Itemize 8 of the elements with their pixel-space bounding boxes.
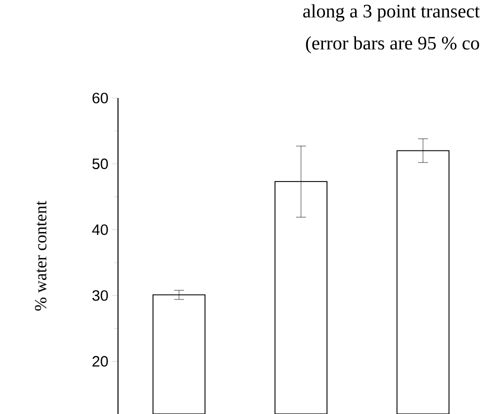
y-tick-label: 50: [92, 158, 108, 170]
chart-title: along a 3 point transect: [303, 4, 480, 22]
y-axis-title: % water content: [34, 200, 46, 311]
y-tick-label: 30: [92, 290, 108, 301]
y-tick-label: 60: [92, 92, 108, 104]
y-tick-label: 40: [92, 224, 108, 235]
chart-subtitle: (error bars are 95 % co: [306, 36, 480, 54]
y-tick-label: 20: [92, 356, 108, 367]
